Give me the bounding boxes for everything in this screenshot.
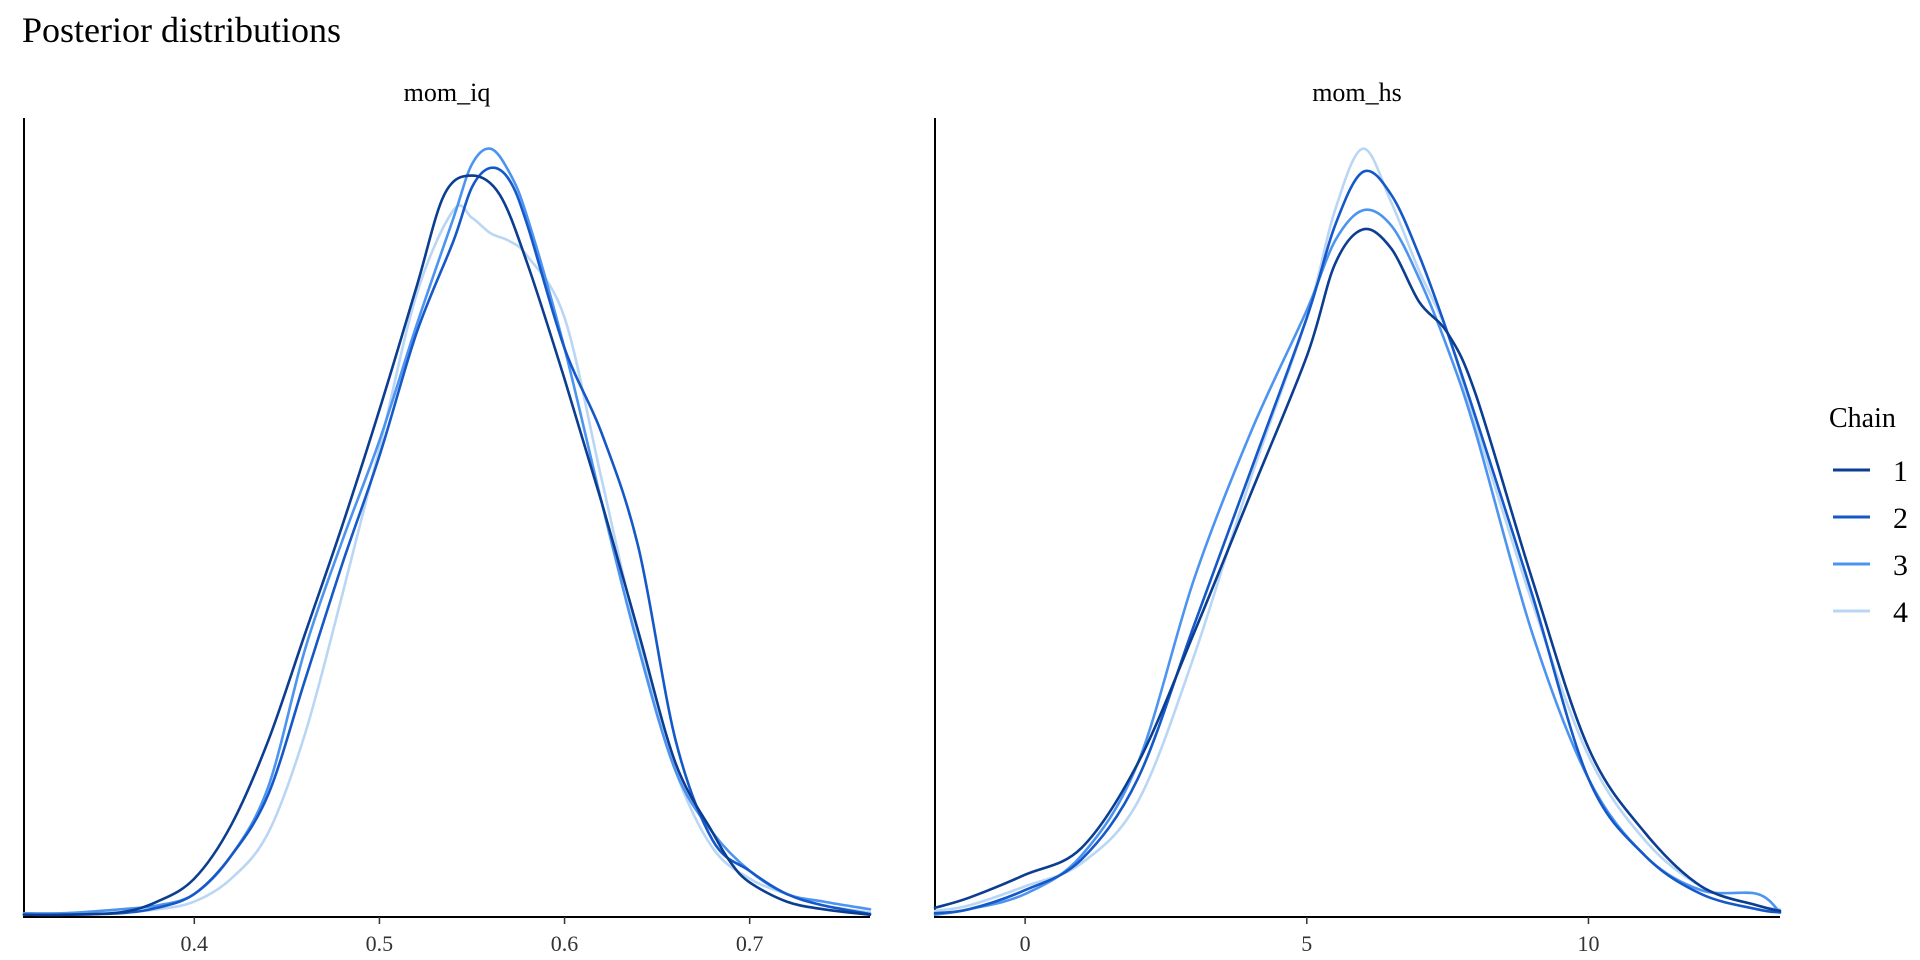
density-curve-chain-1 bbox=[933, 227, 1782, 913]
x-tick-label: 0 bbox=[1020, 931, 1031, 956]
x-tick-label: 5 bbox=[1301, 931, 1312, 956]
panel-title-mom-hs: mom_hs bbox=[1312, 78, 1402, 107]
legend-label-chain-2: 2 bbox=[1893, 502, 1908, 535]
x-tick-label: 0.4 bbox=[181, 931, 209, 956]
x-tick-label: 0.6 bbox=[551, 931, 579, 956]
legend: Chain 1 2 3 4 bbox=[1829, 403, 1908, 629]
density-curve-chain-1 bbox=[22, 174, 872, 917]
density-curve-chain-4 bbox=[22, 204, 872, 916]
x-tick-label: 0.7 bbox=[736, 931, 764, 956]
legend-title: Chain bbox=[1829, 403, 1896, 434]
chart-title: Posterior distributions bbox=[22, 10, 341, 50]
panel-mom-hs: mom_hs 0 5 10 bbox=[933, 78, 1782, 956]
legend-label-chain-1: 1 bbox=[1893, 455, 1908, 488]
density-curve-chain-3 bbox=[933, 208, 1782, 916]
density-curve-chain-2 bbox=[933, 169, 1782, 915]
x-tick-label: 10 bbox=[1577, 931, 1599, 956]
panel-title-mom-iq: mom_iq bbox=[404, 78, 491, 107]
density-curve-chain-4 bbox=[933, 147, 1782, 913]
density-curve-chain-2 bbox=[22, 166, 872, 917]
density-curve-chain-3 bbox=[22, 147, 872, 915]
panel-mom-iq: mom_iq 0.4 0.5 0.6 0.7 bbox=[22, 78, 872, 956]
legend-label-chain-3: 3 bbox=[1893, 549, 1908, 582]
legend-label-chain-4: 4 bbox=[1893, 596, 1908, 629]
x-tick-label: 0.5 bbox=[366, 931, 394, 956]
